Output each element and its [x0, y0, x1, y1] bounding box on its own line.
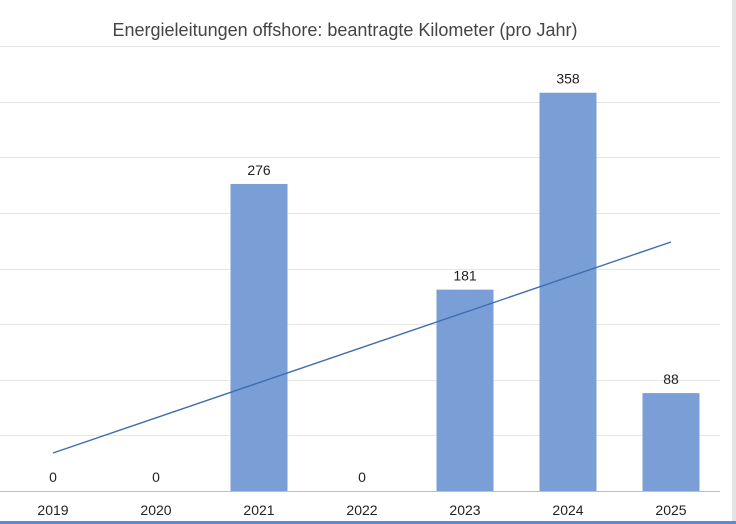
x-tick-label-2024: 2024: [552, 502, 583, 518]
data-label-2019: 0: [49, 469, 57, 485]
data-label-2020: 0: [152, 469, 160, 485]
x-tick-label-2025: 2025: [655, 502, 686, 518]
x-tick-label-2022: 2022: [346, 502, 377, 518]
chart-title: Energieleitungen offshore: beantragte Ki…: [112, 20, 578, 40]
right-border: [732, 0, 736, 524]
data-label-2023: 181: [453, 268, 477, 284]
data-label-2022: 0: [358, 469, 366, 485]
data-label-2021: 276: [247, 162, 271, 178]
x-tick-label-2019: 2019: [37, 502, 68, 518]
x-tick-label-2020: 2020: [140, 502, 171, 518]
bar-2024: [539, 92, 597, 491]
data-label-2024: 358: [556, 71, 580, 87]
x-tick-label-2023: 2023: [449, 502, 480, 518]
data-label-2025: 88: [663, 371, 679, 387]
x-tick-label-2021: 2021: [243, 502, 274, 518]
bar-2025: [642, 393, 700, 491]
bar-2023: [436, 289, 494, 491]
bottom-border: [0, 521, 736, 524]
bar-2021: [230, 183, 288, 491]
trendline: [52, 241, 672, 454]
